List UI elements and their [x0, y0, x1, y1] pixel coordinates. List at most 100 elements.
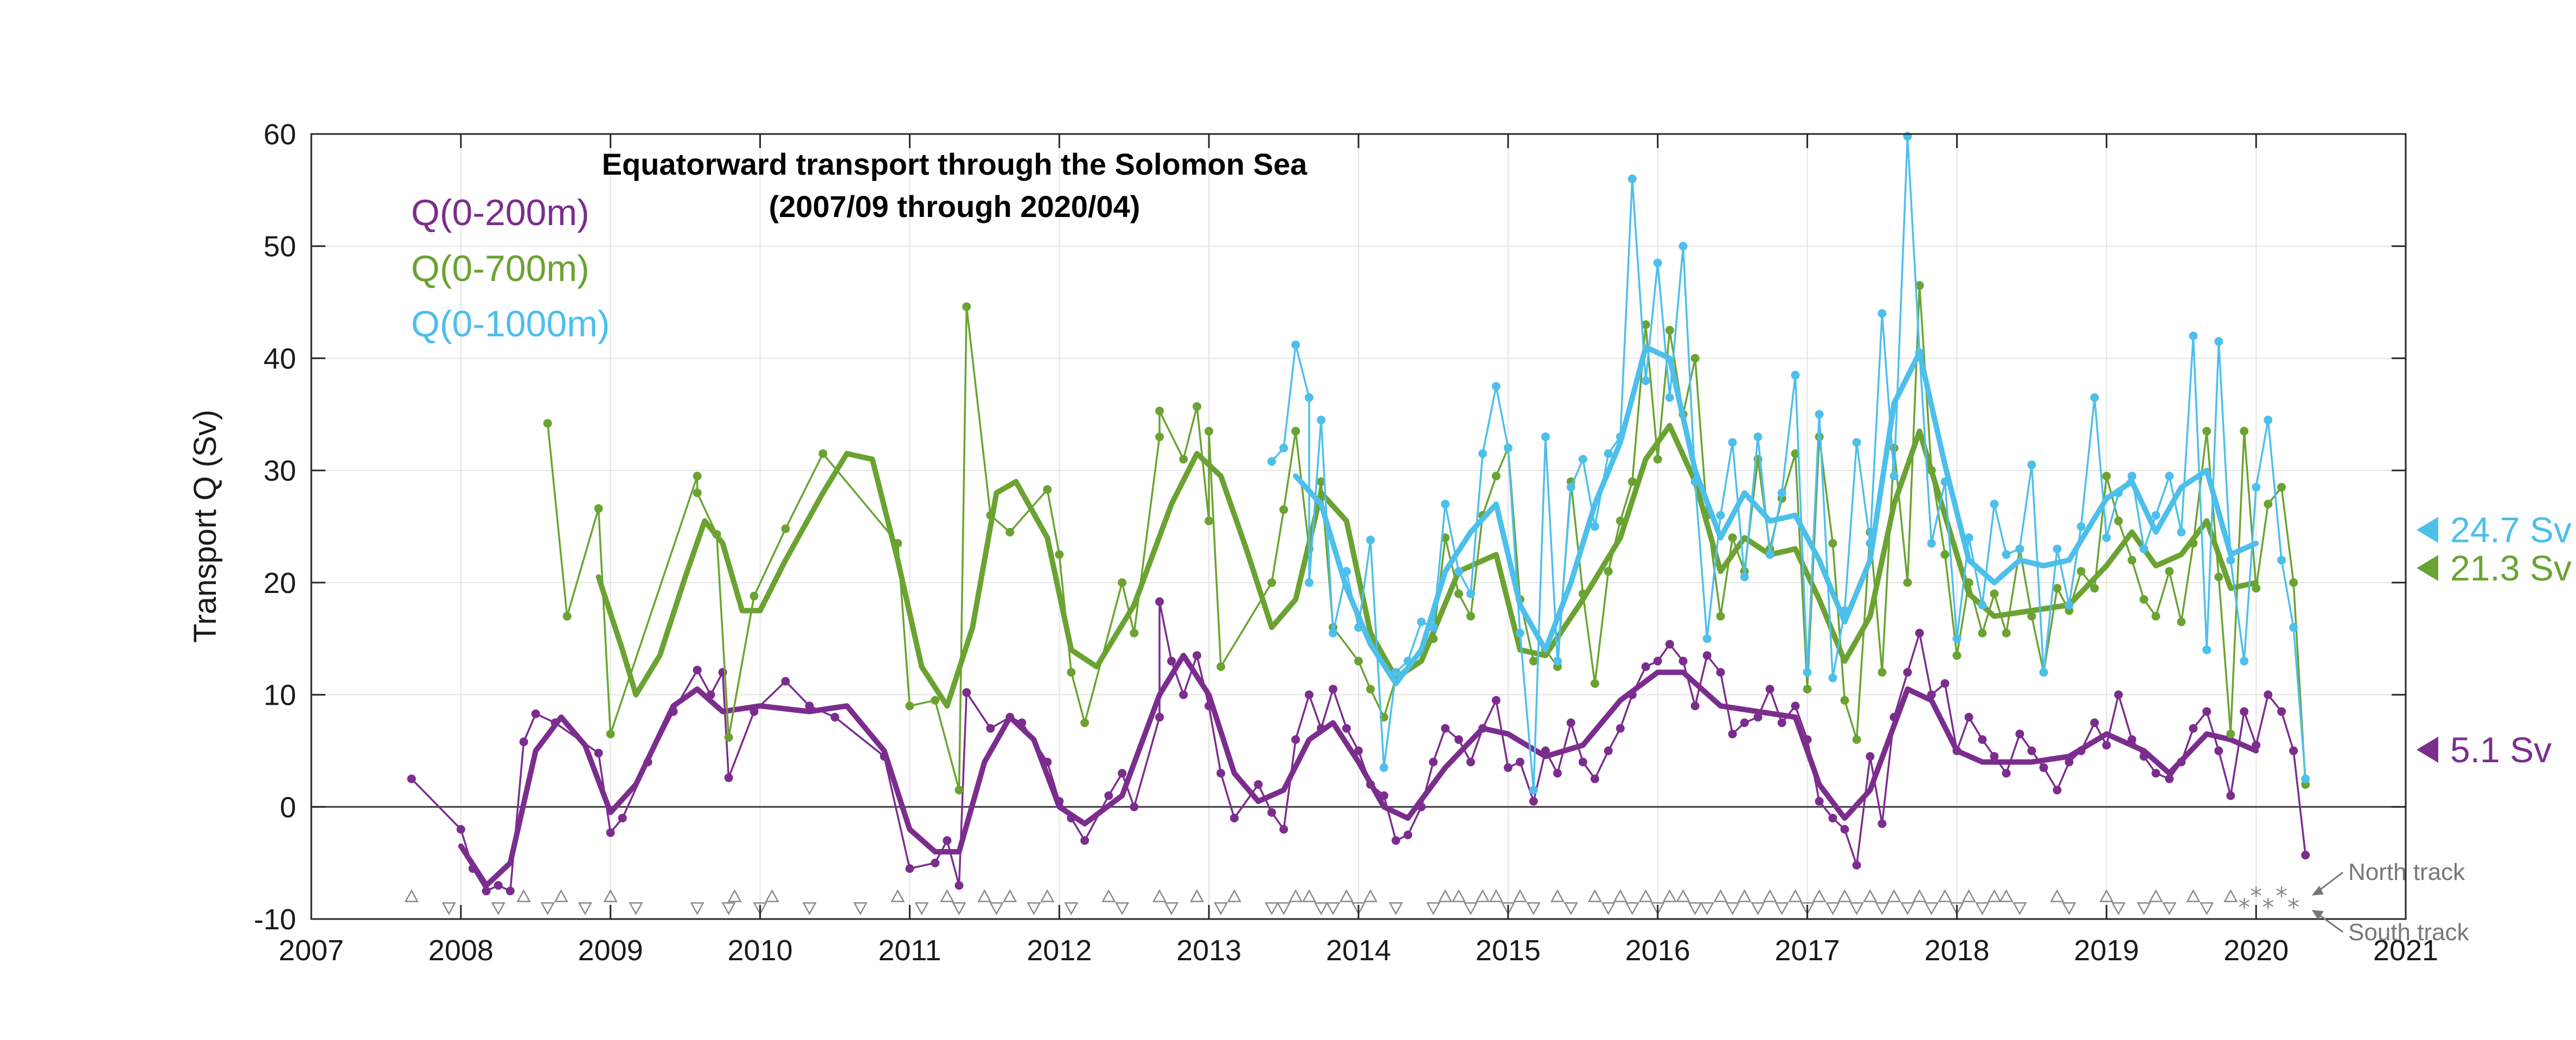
series-point-0 — [1815, 796, 1824, 806]
series-point-0 — [1193, 651, 1202, 660]
series-point-0 — [2015, 729, 2024, 738]
south-track-marker — [1625, 902, 1639, 915]
star-marker: * — [2262, 894, 2274, 921]
south-track-marker — [1950, 902, 1964, 915]
south-track-marker — [1875, 902, 1889, 915]
series-point-2 — [1417, 617, 1426, 627]
series-point-2 — [1317, 416, 1326, 425]
south-track-marker — [441, 902, 456, 915]
series-point-0 — [1503, 763, 1513, 772]
series-point-2 — [1279, 443, 1289, 452]
series-point-1 — [606, 729, 615, 738]
series-point-2 — [1366, 535, 1375, 545]
series-point-1 — [931, 696, 940, 705]
north-track-marker — [1987, 889, 2002, 902]
south-track-marker — [914, 902, 929, 915]
series-point-1 — [1940, 550, 1950, 559]
series-point-2 — [2165, 471, 2174, 481]
series-point-0 — [1716, 668, 1725, 677]
series-point-2 — [1964, 533, 1973, 543]
series-point-0 — [1254, 780, 1263, 789]
south-track-marker — [578, 902, 592, 915]
series-point-0 — [1590, 774, 1599, 783]
north-track-marker — [1489, 889, 1503, 902]
north-track-marker — [1040, 889, 1055, 902]
series-point-2 — [1803, 668, 1812, 677]
series-point-2 — [2202, 645, 2212, 654]
series-point-0 — [1454, 735, 1463, 744]
north-track-marker — [1837, 889, 1852, 902]
series-point-0 — [2002, 769, 2011, 778]
series-point-2 — [1728, 438, 1737, 447]
end-value-marker — [2417, 516, 2438, 543]
series-point-2 — [2277, 556, 2286, 565]
series-point-0 — [1342, 724, 1351, 733]
series-point-1 — [2053, 584, 2062, 593]
x-tick-label: 2009 — [578, 934, 643, 967]
series-point-1 — [1590, 679, 1599, 688]
series-point-0 — [781, 677, 790, 686]
series-point-1 — [954, 786, 964, 795]
series-point-1 — [2151, 611, 2161, 621]
series-point-0 — [1903, 668, 1912, 677]
north-track-marker — [1438, 889, 1453, 902]
y-tick-label: 50 — [264, 231, 296, 263]
track-markers: * * * * * — [404, 883, 2299, 921]
series-point-1 — [2102, 471, 2111, 481]
south-track-marker — [721, 902, 736, 915]
north-track-marker — [2050, 889, 2065, 902]
series-point-2 — [2151, 511, 2161, 520]
series-point-2 — [1515, 628, 1524, 637]
north-track-marker — [1513, 889, 1528, 902]
south-track-marker — [1725, 902, 1740, 915]
series-point-0 — [2039, 763, 2048, 772]
south-track-marker — [1501, 902, 1515, 915]
y-tick-label: 40 — [264, 342, 296, 375]
series-point-0 — [2165, 774, 2174, 783]
north-track-marker — [1662, 889, 1677, 902]
south-track-marker — [1900, 902, 1915, 915]
series-point-0 — [2289, 746, 2298, 755]
north-track-marker — [1962, 889, 1976, 902]
north-track-marker — [1912, 889, 1927, 902]
series-point-2 — [1304, 578, 1313, 587]
south-track-marker — [1650, 902, 1665, 915]
south-track-marker — [690, 902, 704, 915]
series-point-0 — [905, 864, 914, 873]
series-layer — [407, 132, 2310, 896]
north-track-marker — [1713, 889, 1728, 902]
series-point-1 — [1728, 533, 1737, 543]
series-point-2 — [2214, 337, 2223, 346]
south-track-marker — [2199, 902, 2214, 915]
series-point-0 — [1354, 746, 1363, 755]
series-point-0 — [1329, 685, 1338, 694]
north-track-marker — [2099, 889, 2114, 902]
series-point-0 — [830, 712, 840, 722]
series-point-0 — [1828, 813, 1837, 822]
south-track-marker — [1700, 902, 1714, 915]
series-point-1 — [2090, 584, 2099, 593]
north-track-marker — [2223, 889, 2238, 902]
series-point-0 — [1616, 724, 1625, 733]
series-point-1 — [543, 419, 552, 428]
series-point-0 — [1529, 796, 1538, 806]
south-track-marker — [1849, 902, 1864, 915]
series-point-0 — [986, 724, 995, 733]
series-point-0 — [2151, 769, 2161, 778]
x-tick-label: 2016 — [1625, 934, 1690, 967]
series-point-0 — [1978, 735, 1987, 744]
x-tick-label: 2020 — [2223, 934, 2289, 967]
series-point-1 — [1216, 662, 1226, 671]
series-point-1 — [594, 504, 603, 513]
x-tick-label: 2013 — [1176, 934, 1241, 967]
series-point-0 — [1130, 802, 1139, 812]
north-track-marker — [1101, 889, 1116, 902]
x-tick-label: 2010 — [728, 934, 793, 967]
series-point-1 — [962, 302, 971, 311]
series-point-2 — [1753, 432, 1763, 442]
x-tick-label: 2015 — [1476, 934, 1541, 967]
end-value-label: 21.3 Sv — [2450, 548, 2572, 588]
series-point-0 — [505, 886, 515, 896]
series-point-1 — [693, 488, 702, 497]
series-point-2 — [1304, 393, 1313, 402]
